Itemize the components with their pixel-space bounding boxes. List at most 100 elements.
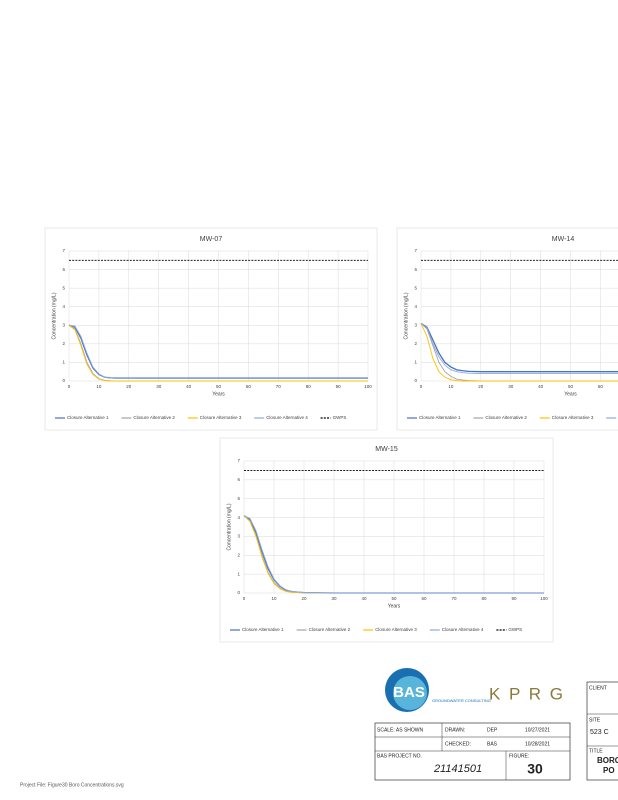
y-tick-label: 1 xyxy=(414,360,417,365)
x-tick-label: 30 xyxy=(331,596,337,601)
y-tick-label: 7 xyxy=(237,458,240,463)
y-tick-label: 0 xyxy=(237,590,240,595)
logo-text: BAS xyxy=(393,684,425,701)
cell: BAS PROJECT NO. xyxy=(377,753,422,759)
chart-title: MW-15 xyxy=(375,446,398,453)
legend-label: Closure Alternative 3 xyxy=(200,415,242,420)
cell: CLIENT xyxy=(589,685,607,691)
y-tick-label: 1 xyxy=(62,360,65,365)
x-tick-label: 100 xyxy=(364,384,372,389)
x-tick-label: 50 xyxy=(391,596,397,601)
y-axis-label: Concentration (mg/L) xyxy=(51,292,57,339)
y-tick-label: 4 xyxy=(237,515,240,520)
legend-label: Closure Alternative 2 xyxy=(309,627,351,632)
y-tick-label: 1 xyxy=(237,571,240,576)
x-tick-label: 30 xyxy=(156,384,162,389)
series-line xyxy=(420,322,618,373)
x-tick-label: 40 xyxy=(538,384,544,389)
x-tick-label: 60 xyxy=(421,596,427,601)
cell: BORO xyxy=(597,756,618,765)
x-tick-label: 30 xyxy=(508,384,514,389)
x-tick-label: 40 xyxy=(361,596,367,601)
logo-mark xyxy=(393,676,427,710)
x-tick-label: 90 xyxy=(511,596,517,601)
y-tick-label: 3 xyxy=(414,322,417,327)
y-tick-label: 4 xyxy=(62,304,65,309)
x-tick-label: 20 xyxy=(478,384,484,389)
y-tick-label: 0 xyxy=(62,378,65,383)
legend-label: Closure Alternative 2 xyxy=(485,415,527,420)
side-frame xyxy=(586,681,618,781)
x-axis-label: Years xyxy=(388,603,401,609)
y-tick-label: 5 xyxy=(237,496,240,501)
y-tick-label: 3 xyxy=(62,322,65,327)
y-tick-label: 5 xyxy=(62,285,65,290)
x-tick-label: 0 xyxy=(68,384,71,389)
y-tick-label: 4 xyxy=(414,304,417,309)
x-tick-label: 0 xyxy=(420,384,423,389)
series-line xyxy=(68,324,368,382)
x-tick-label: 0 xyxy=(243,596,246,601)
x-tick-label: 50 xyxy=(568,384,574,389)
y-tick-label: 6 xyxy=(414,267,417,272)
chart-frame xyxy=(219,437,554,643)
legend-label: Closure Alternative 1 xyxy=(419,415,461,420)
x-tick-label: 50 xyxy=(216,384,222,389)
partner-logo: K P R G xyxy=(489,684,565,703)
cell: 10/27/2021 xyxy=(525,727,550,733)
series-line xyxy=(243,515,544,594)
x-tick-label: 60 xyxy=(246,384,252,389)
legend-label: Closure Alternative 3 xyxy=(375,627,417,632)
y-axis-label: Concentration (mg/L) xyxy=(403,292,409,339)
legend-label: GWPS xyxy=(333,415,347,420)
chart-title: MW-07 xyxy=(200,236,223,243)
project-number: 21141501 xyxy=(433,763,482,775)
y-tick-label: 5 xyxy=(414,285,417,290)
x-tick-label: 10 xyxy=(448,384,454,389)
y-tick-label: 6 xyxy=(237,477,240,482)
x-tick-label: 10 xyxy=(271,596,277,601)
logo-sub: GROUNDWATER CONSULTING xyxy=(432,698,491,703)
cell: DEP xyxy=(487,727,498,733)
y-tick-label: 3 xyxy=(237,534,240,539)
x-tick-label: 10 xyxy=(96,384,102,389)
x-tick-label: 40 xyxy=(186,384,192,389)
x-tick-label: 20 xyxy=(301,596,307,601)
cell: DRAWN: xyxy=(445,727,465,733)
legend-label: Closure Alternative 3 xyxy=(552,415,594,420)
x-tick-label: 60 xyxy=(598,384,604,389)
x-axis-label: Years xyxy=(564,391,577,397)
cell: SCALE: AS SHOWN xyxy=(377,727,424,733)
y-axis-label: Concentration (mg/L) xyxy=(226,503,232,550)
legend-label: Closure Alternative 1 xyxy=(67,415,109,420)
y-tick-label: 7 xyxy=(62,248,65,253)
chart-frame xyxy=(396,227,618,431)
series-line xyxy=(420,323,618,382)
series-line xyxy=(68,324,368,380)
title-block: BAS GROUNDWATER CONSULTING K P R G SCALE… xyxy=(374,668,618,781)
cell: PO xyxy=(603,766,615,775)
cell: TITLE xyxy=(589,748,603,754)
chart-frame xyxy=(44,227,378,431)
x-tick-label: 80 xyxy=(481,596,487,601)
x-tick-label: 70 xyxy=(451,596,457,601)
x-tick-label: 20 xyxy=(126,384,132,389)
legend-label: Closure Alternative 2 xyxy=(133,415,175,420)
x-tick-label: 80 xyxy=(306,384,312,389)
cell: 10/28/2021 xyxy=(525,741,550,747)
y-tick-label: 2 xyxy=(237,552,240,557)
cell: CHECKED: xyxy=(445,741,471,747)
series-line xyxy=(420,323,618,375)
y-tick-label: 0 xyxy=(414,378,417,383)
chart-title: MW-14 xyxy=(552,236,575,243)
x-tick-label: 70 xyxy=(276,384,282,389)
legend-label: GWPS xyxy=(508,627,522,632)
y-tick-label: 2 xyxy=(414,341,417,346)
chart: MW-14012345670102030405060708090100Years… xyxy=(396,227,618,431)
file-path: Project File: Figure30 Boro Concentratio… xyxy=(20,782,124,788)
x-axis-label: Years xyxy=(212,391,225,397)
legend-label: Closure Alternative 4 xyxy=(266,415,308,420)
